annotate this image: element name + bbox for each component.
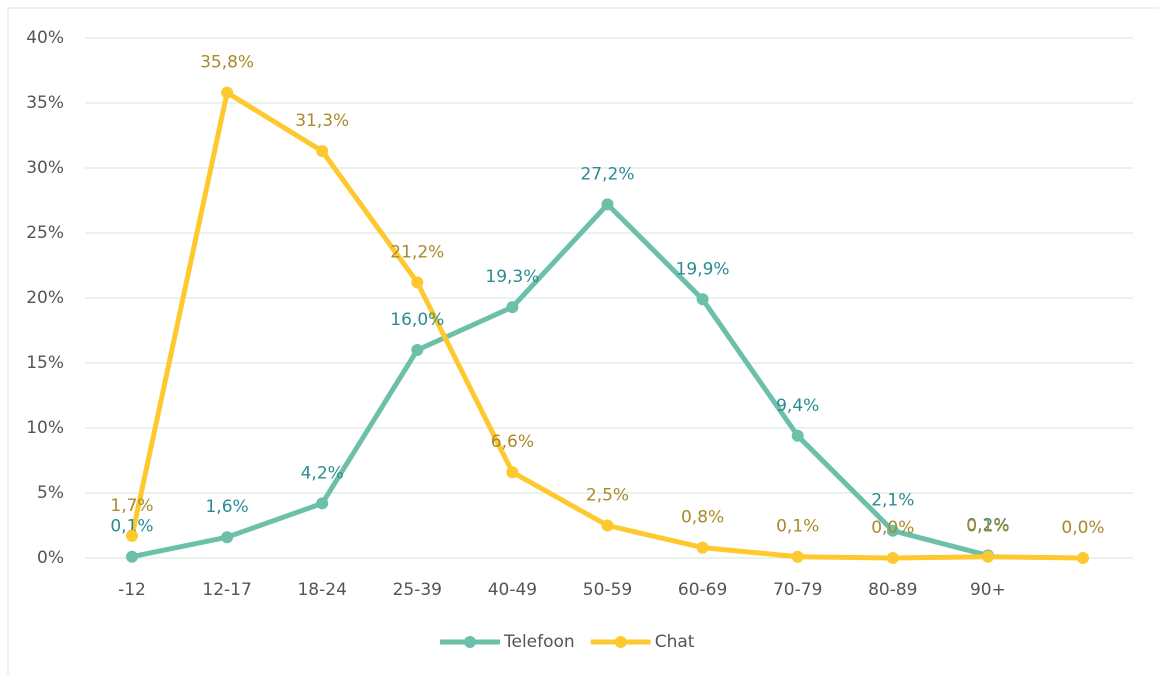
data-label: 6,6% <box>491 432 534 452</box>
data-label: 0,2% <box>966 515 1009 535</box>
data-point <box>791 550 804 563</box>
data-label: 0,0% <box>1061 518 1104 538</box>
series-line <box>131 201 989 560</box>
legend-marker <box>614 636 627 648</box>
data-label: 0,0% <box>871 518 914 538</box>
data-point <box>601 198 614 211</box>
y-tick-label: 35% <box>26 93 64 113</box>
data-label: 0,1% <box>110 517 153 537</box>
y-tick-label: 15% <box>26 353 64 373</box>
data-point <box>886 552 899 564</box>
data-point <box>981 550 994 563</box>
data-label: 27,2% <box>580 164 634 184</box>
x-tick-label: 70-79 <box>773 580 822 600</box>
data-point <box>316 497 329 510</box>
legend-label: Telefoon <box>503 632 575 652</box>
data-point <box>221 531 234 544</box>
legend-marker <box>464 636 476 648</box>
data-point <box>316 145 329 158</box>
data-label: 0,8% <box>681 508 724 528</box>
x-tick-label: 12-17 <box>202 580 251 600</box>
x-tick-label: 80-89 <box>868 580 917 600</box>
data-point <box>506 301 519 314</box>
data-point <box>126 550 138 563</box>
data-point <box>506 466 519 479</box>
x-tick-label: 90+ <box>970 580 1006 600</box>
data-label: 9,4% <box>776 396 819 416</box>
y-tick-label: 10% <box>26 418 64 438</box>
x-tick-label: 25-39 <box>393 580 442 600</box>
legend-label: Chat <box>655 632 695 652</box>
x-tick-label: 60-69 <box>678 580 727 600</box>
data-point <box>411 276 424 289</box>
x-tick-label: -12 <box>118 580 146 600</box>
chart-border <box>7 7 1159 675</box>
data-label: 0,1% <box>776 517 819 537</box>
data-point <box>126 529 138 542</box>
y-tick-label: 25% <box>26 223 64 243</box>
y-tick-label: 40% <box>26 28 64 48</box>
data-point <box>411 344 424 356</box>
y-tick-label: 0% <box>37 548 64 568</box>
data-label: 2,5% <box>586 486 629 506</box>
data-point <box>696 541 709 554</box>
data-label: 35,8% <box>200 53 254 73</box>
data-label: 1,7% <box>110 496 153 516</box>
data-point <box>601 519 614 532</box>
y-tick-label: 5% <box>37 483 64 503</box>
x-tick-label: 18-24 <box>297 580 346 600</box>
data-label: 0,1% <box>966 517 1009 537</box>
data-label: 16,0% <box>390 310 444 330</box>
data-point <box>696 293 709 306</box>
x-tick-label: 50-59 <box>583 580 632 600</box>
data-point <box>791 429 804 442</box>
data-label: 31,3% <box>295 111 349 131</box>
y-tick-label: 20% <box>26 288 64 308</box>
data-label: 19,3% <box>485 267 539 287</box>
data-label: 4,2% <box>301 463 344 483</box>
x-tick-label: 40-49 <box>488 580 537 600</box>
data-point <box>886 524 899 537</box>
data-point <box>221 86 234 99</box>
y-tick-label: 30% <box>26 158 64 178</box>
data-label: 19,9% <box>676 259 730 279</box>
data-point <box>1077 552 1089 564</box>
data-label: 2,1% <box>871 491 914 511</box>
data-label: 21,2% <box>390 242 444 262</box>
data-label: 1,6% <box>205 497 248 517</box>
